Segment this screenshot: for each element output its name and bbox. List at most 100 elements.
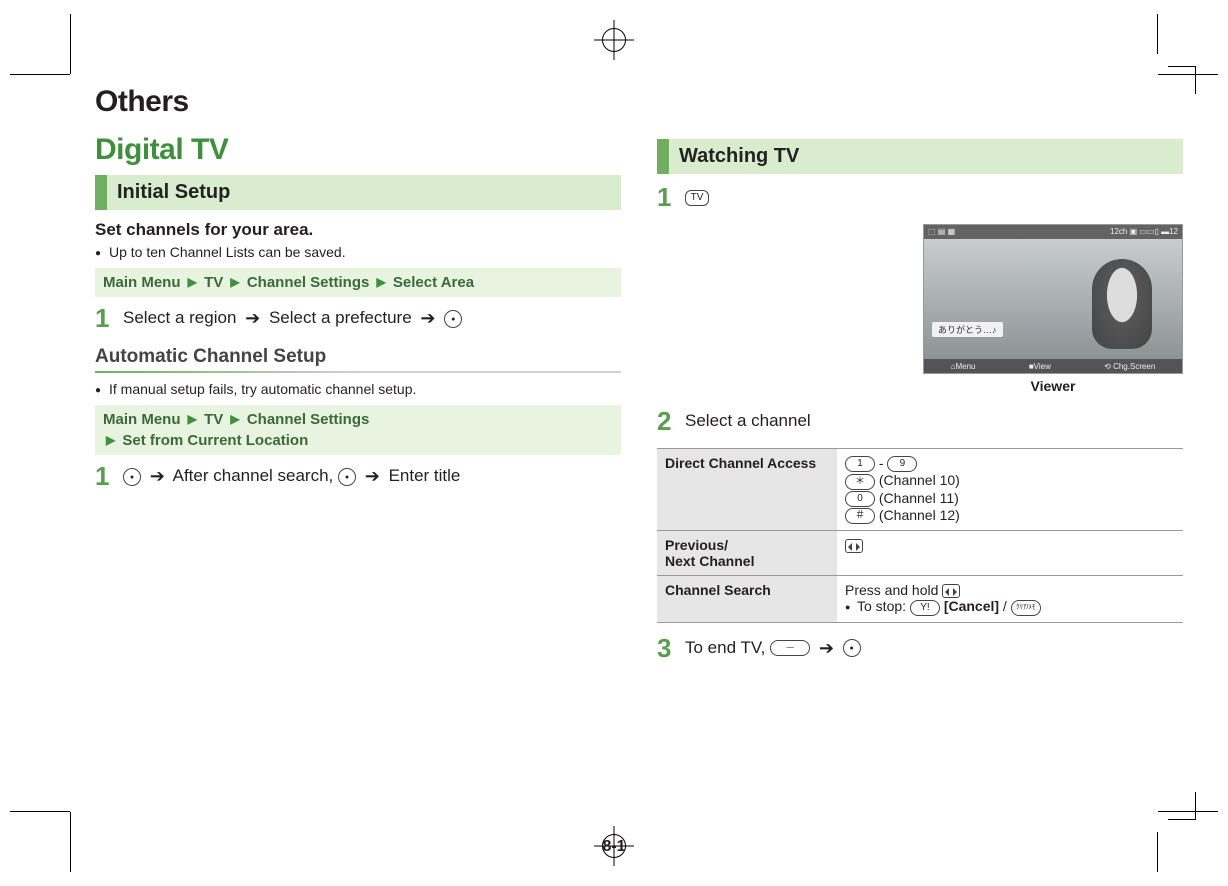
hash-key-icon: ＃ xyxy=(845,508,875,524)
menu-path-set-location: Main Menu ▶ TV ▶ Channel Settings ▶ Set … xyxy=(95,405,621,455)
row-header: Direct Channel Access xyxy=(657,449,837,531)
menu-seg: TV xyxy=(204,274,223,291)
step-number: 2 xyxy=(657,408,675,434)
viewer-top-left: ⬚ ▤ ▦ xyxy=(928,227,955,237)
triangle-icon: ▶ xyxy=(106,433,115,447)
left-column: Others Digital TV Initial Setup Set chan… xyxy=(95,85,621,801)
row-content: Press and hold ● To stop: Y! [Cancel] / … xyxy=(837,576,1183,623)
step-text: After channel search, xyxy=(173,466,334,485)
step-text: Select a prefecture xyxy=(269,308,412,327)
arrow-icon: ➔ xyxy=(365,466,380,486)
center-key-icon xyxy=(338,468,356,486)
step-number: 1 xyxy=(95,463,113,489)
menu-seg: Channel Settings xyxy=(247,411,370,428)
set-channels-text: Set channels for your area. xyxy=(95,220,621,240)
arrow-icon: ➔ xyxy=(819,638,834,658)
initial-setup-bar: Initial Setup xyxy=(95,175,621,210)
menu-seg: Select Area xyxy=(393,274,474,291)
digit-key-icon: 1 xyxy=(845,456,875,472)
auto-channel-setup-heading: Automatic Channel Setup xyxy=(95,346,621,373)
table-row: Channel Search Press and hold ● To stop:… xyxy=(657,576,1183,623)
channel-controls-table: Direct Channel Access 1 - 9 ＊ (Channel 1… xyxy=(657,448,1183,623)
step-body: To end TV, ⏤ ➔ xyxy=(685,635,1183,662)
viewer-softkey: ⌂Menu xyxy=(951,362,976,371)
step-3-end-tv: 3 To end TV, ⏤ ➔ xyxy=(657,635,1183,662)
arrow-icon: ➔ xyxy=(150,466,165,486)
step-body: Select a channel xyxy=(685,408,1183,434)
watching-tv-bar: Watching TV xyxy=(657,139,1183,174)
menu-seg: Set from Current Location xyxy=(122,432,308,449)
auto-setup-note: If manual setup fails, try automatic cha… xyxy=(95,381,621,397)
table-row: Previous/ Next Channel xyxy=(657,531,1183,576)
triangle-icon: ▶ xyxy=(230,412,239,426)
viewer-status-bar: ⬚ ▤ ▦ 12ch ▣ ▭▭▯ ▬12 xyxy=(924,225,1182,239)
clear-key-icon: ｸﾘｱ/ﾒﾓ xyxy=(1011,600,1041,616)
step-body: Select a region ➔ Select a prefecture ➔ xyxy=(123,305,621,332)
chapter-title: Others xyxy=(95,85,621,119)
viewer-softkey: ⟲ Chg.Screen xyxy=(1104,362,1155,371)
step-number: 3 xyxy=(657,635,675,661)
key-label: (Channel 10) xyxy=(879,472,960,488)
viewer-softkey-bar: ⌂Menu ■View ⟲ Chg.Screen xyxy=(924,359,1182,373)
tv-viewer-screenshot: ⬚ ▤ ▦ 12ch ▣ ▭▭▯ ▬12 ありがとう…♪ ⌂Menu ■View… xyxy=(923,224,1183,374)
center-key-icon xyxy=(843,639,861,657)
watching-tv-title: Watching TV xyxy=(669,139,809,174)
menu-seg: TV xyxy=(204,411,223,428)
cancel-label: [Cancel] xyxy=(944,598,999,614)
step-1-channel-search: 1 ➔ After channel search, ➔ Enter title xyxy=(95,463,621,490)
menu-seg: Channel Settings xyxy=(247,274,370,291)
table-row: Direct Channel Access 1 - 9 ＊ (Channel 1… xyxy=(657,449,1183,531)
bar-accent xyxy=(95,175,107,210)
key-label: (Channel 11) xyxy=(879,490,959,506)
arrow-icon: ➔ xyxy=(245,308,260,328)
row-header: Channel Search xyxy=(657,576,837,623)
zero-key-icon: 0 xyxy=(845,491,875,507)
step-text: Select a region xyxy=(123,308,236,327)
bar-accent xyxy=(657,139,669,174)
row-content: 1 - 9 ＊ (Channel 10) 0 (Channel 11) ＃ (C… xyxy=(837,449,1183,531)
initial-setup-title: Initial Setup xyxy=(107,175,240,210)
y-key-icon: Y! xyxy=(910,600,940,616)
triangle-icon: ▶ xyxy=(230,275,239,289)
viewer-caption: ありがとう…♪ xyxy=(932,322,1003,337)
nav-key-icon xyxy=(845,539,863,553)
menu-seg: Main Menu xyxy=(103,411,181,428)
triangle-icon: ▶ xyxy=(188,275,197,289)
step-2-select-channel: 2 Select a channel xyxy=(657,408,1183,434)
right-column: Watching TV 1 TV ⬚ ▤ ▦ 12ch ▣ ▭▭▯ ▬12 あり… xyxy=(657,85,1183,801)
step-1-tv-key: 1 TV xyxy=(657,184,1183,210)
viewer-video-area: ありがとう…♪ xyxy=(924,239,1182,359)
step-1-select-region: 1 Select a region ➔ Select a prefecture … xyxy=(95,305,621,332)
star-key-icon: ＊ xyxy=(845,474,875,490)
penguin-image xyxy=(1092,259,1152,349)
menu-path-select-area: Main Menu ▶ TV ▶ Channel Settings ▶ Sele… xyxy=(95,268,621,297)
nav-key-icon xyxy=(942,584,960,598)
digit-key-icon: 9 xyxy=(887,456,917,472)
step-number: 1 xyxy=(95,305,113,331)
step-text: To end TV, xyxy=(685,638,765,657)
row-header: Previous/ Next Channel xyxy=(657,531,837,576)
viewer-label: Viewer xyxy=(923,378,1183,394)
to-stop-text: To stop: xyxy=(857,598,906,614)
press-hold-text: Press and hold xyxy=(845,582,938,598)
tv-key-icon: TV xyxy=(685,190,709,206)
key-label: (Channel 12) xyxy=(879,507,960,523)
viewer-softkey: ■View xyxy=(1029,362,1051,371)
triangle-icon: ▶ xyxy=(377,275,386,289)
step-number: 1 xyxy=(657,184,675,210)
step-text: Enter title xyxy=(389,466,461,485)
arrow-icon: ➔ xyxy=(420,308,435,328)
page-number: 8-1 xyxy=(602,838,625,856)
step-body: TV xyxy=(685,184,1183,210)
channel-lists-note: Up to ten Channel Lists can be saved. xyxy=(95,244,621,260)
triangle-icon: ▶ xyxy=(188,412,197,426)
section-title: Digital TV xyxy=(95,133,621,167)
row-content xyxy=(837,531,1183,576)
page-content: Others Digital TV Initial Setup Set chan… xyxy=(95,85,1183,801)
step-body: ➔ After channel search, ➔ Enter title xyxy=(123,463,621,490)
center-key-icon xyxy=(444,310,462,328)
menu-seg: Main Menu xyxy=(103,274,181,291)
viewer-top-right: 12ch ▣ ▭▭▯ ▬12 xyxy=(1110,227,1178,237)
end-key-icon: ⏤ xyxy=(770,640,810,656)
center-key-icon xyxy=(123,468,141,486)
